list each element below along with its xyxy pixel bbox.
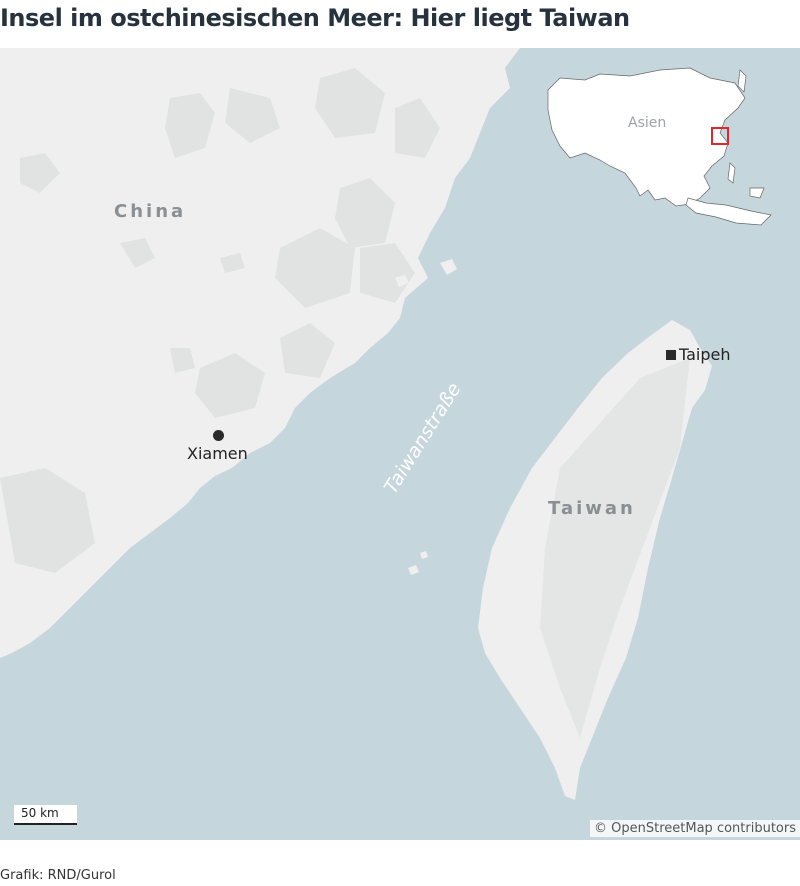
scale-bar-label: 50 km xyxy=(21,806,59,820)
map-attribution[interactable]: © OpenStreetMap contributors xyxy=(590,820,800,837)
label-china: China xyxy=(114,201,187,222)
label-xiamen: Xiamen xyxy=(187,444,248,463)
taiwan-mountains xyxy=(540,358,690,738)
terrain-relief xyxy=(0,68,440,573)
xiamen-marker[interactable] xyxy=(213,430,224,441)
label-taiwan: Taiwan xyxy=(548,498,636,519)
asia-inset-map xyxy=(547,67,772,226)
graphic-credit: Grafik: RND/Gurol xyxy=(0,868,116,883)
page-title: Insel im ostchinesischen Meer: Hier lieg… xyxy=(0,4,630,32)
map-base xyxy=(0,48,772,800)
mainland-china-shape xyxy=(0,48,520,658)
scale-bar: 50 km xyxy=(14,805,77,825)
taipei-capital-marker[interactable] xyxy=(666,350,676,360)
inset-label-asia: Asien xyxy=(628,115,667,131)
inset-highlight-frame xyxy=(711,127,729,145)
label-taipei: Taipeh xyxy=(679,345,731,364)
map-canvas[interactable]: China Taiwan Taiwanstraße Xiamen Taipeh … xyxy=(0,48,800,840)
